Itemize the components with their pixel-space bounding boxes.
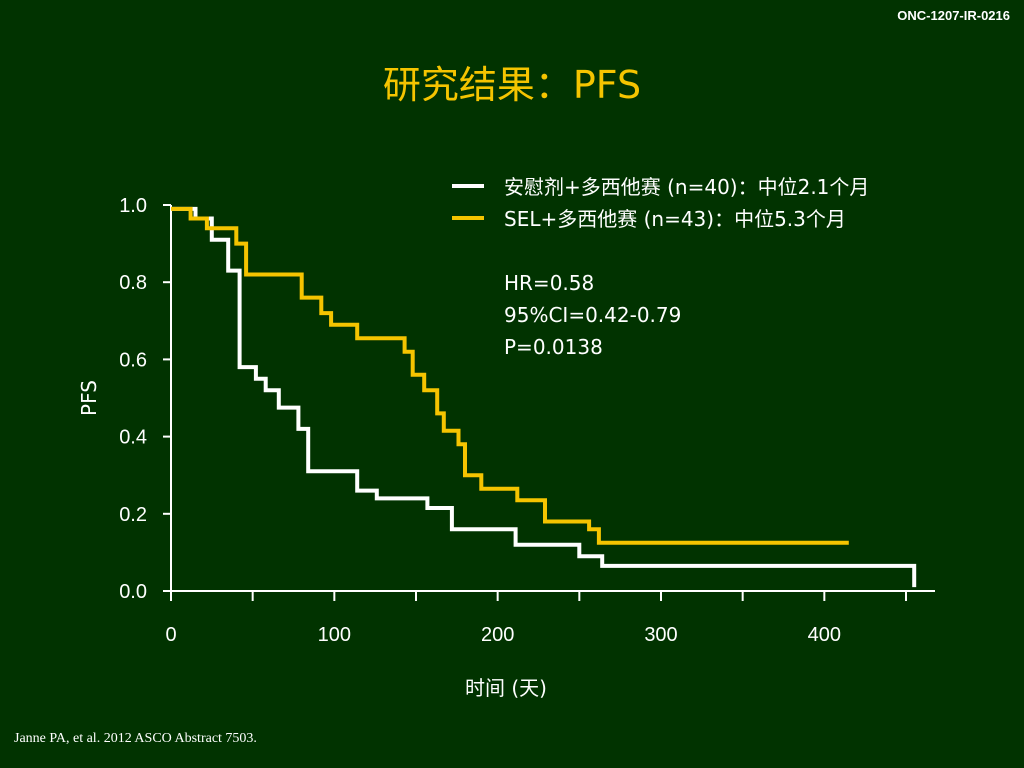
chart-legend: 安慰剂+多西他赛 (n=40)：中位2.1个月 SEL+多西他赛 (n=43)：中… <box>452 175 869 359</box>
citation: Janne PA, et al. 2012 ASCO Abstract 7503… <box>14 731 257 746</box>
y-tick-label: 0.0 <box>119 581 147 603</box>
y-tick-label: 0.2 <box>119 504 147 526</box>
y-tick-label: 1.0 <box>119 195 147 217</box>
x-tick-label: 0 <box>165 624 176 646</box>
x-axis-label: 时间 (天) <box>465 676 547 700</box>
x-tick-label: 100 <box>318 624 351 646</box>
y-axis-label: PFS <box>77 380 101 416</box>
chart-axes: 0.0 0.2 0.4 0.6 0.8 1.0 0 100 200 300 400 <box>119 195 935 646</box>
y-tick-label: 0.6 <box>119 349 147 371</box>
series-line-sel <box>171 206 849 545</box>
legend-label: SEL+多西他赛 (n=43)：中位5.3个月 <box>504 207 846 231</box>
series-line-placebo <box>171 206 917 588</box>
slide-title: 研究结果：PFS <box>382 63 642 107</box>
stat-annotation: HR=0.58 <box>504 271 594 295</box>
y-tick-label: 0.4 <box>119 427 147 449</box>
x-tick-label: 400 <box>808 624 841 646</box>
chart-series <box>171 206 917 588</box>
x-tick-label: 200 <box>481 624 514 646</box>
document-code: ONC-1207-IR-0216 <box>897 8 1010 23</box>
x-tick-label: 300 <box>644 624 677 646</box>
stat-annotation: P=0.0138 <box>504 335 603 359</box>
stat-annotation: 95%CI=0.42-0.79 <box>504 303 681 327</box>
y-tick-label: 0.8 <box>119 272 147 294</box>
legend-label: 安慰剂+多西他赛 (n=40)：中位2.1个月 <box>504 175 869 199</box>
